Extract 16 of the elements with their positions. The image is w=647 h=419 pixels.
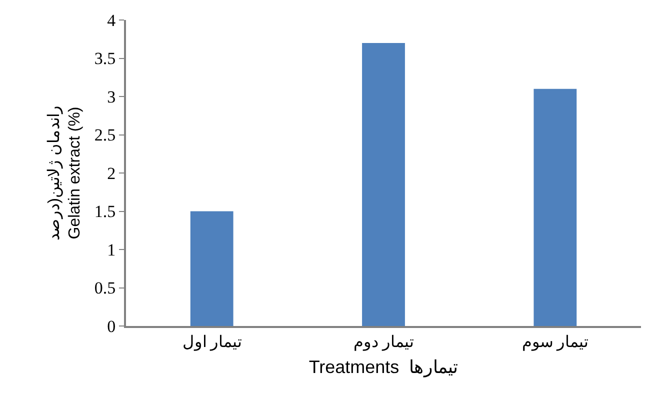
y-tick-label: 3.5 — [94, 49, 116, 68]
y-tick-label: 1.5 — [94, 202, 116, 222]
bar — [362, 42, 405, 326]
y-tick-label: 0 — [107, 316, 116, 336]
bar — [534, 88, 577, 326]
x-tick-label: تیمار اول — [182, 334, 242, 352]
y-tick-label: 0.5 — [94, 278, 116, 298]
bar — [190, 211, 234, 326]
y-tick-label: 4 — [107, 10, 116, 30]
x-axis-title: Treatments تیمارها — [308, 356, 458, 378]
y-tick-label: 2.5 — [94, 126, 116, 145]
x-tick-label: تیمار سوم — [522, 334, 588, 352]
y-tick-label: 3 — [107, 87, 116, 106]
x-tick-label: تیمار دوم — [354, 334, 414, 352]
y-tick-label: 1 — [107, 240, 116, 260]
y-tick-label: 2 — [107, 164, 116, 183]
